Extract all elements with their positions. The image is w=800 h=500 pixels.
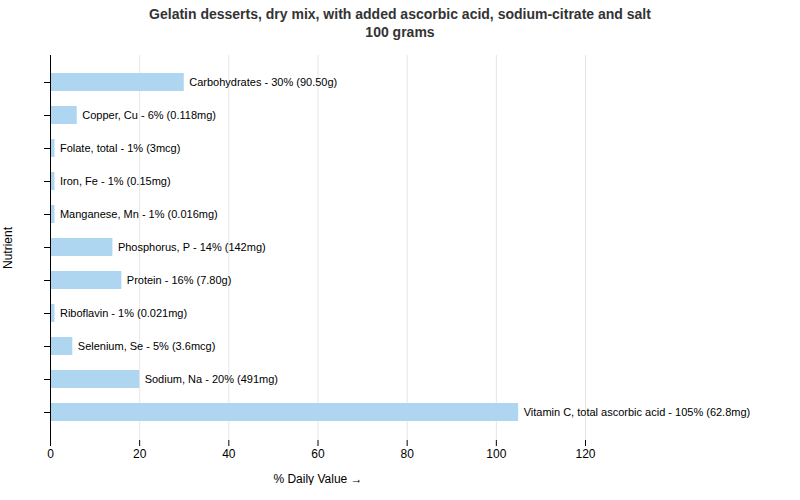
svg-text:Nutrient: Nutrient <box>1 226 15 269</box>
svg-text:40: 40 <box>222 447 236 461</box>
svg-text:Copper, Cu - 6% (0.118mg): Copper, Cu - 6% (0.118mg) <box>82 109 216 121</box>
svg-text:Vitamin C, total ascorbic acid: Vitamin C, total ascorbic acid - 105% (6… <box>524 406 751 418</box>
html-text:Gelatin desserts, dry mix, wit: Gelatin desserts, dry mix, with added as… <box>149 6 651 40</box>
svg-text:Manganese, Mn - 1% (0.016mg): Manganese, Mn - 1% (0.016mg) <box>60 208 218 220</box>
svg-text:Selenium, Se - 5% (3.6mcg): Selenium, Se - 5% (3.6mcg) <box>78 340 216 352</box>
svg-text:Riboflavin - 1% (0.021mg): Riboflavin - 1% (0.021mg) <box>60 307 187 319</box>
svg-text:Folate, total - 1% (3mcg): Folate, total - 1% (3mcg) <box>60 142 180 154</box>
svg-text:Iron, Fe - 1% (0.15mg): Iron, Fe - 1% (0.15mg) <box>60 175 171 187</box>
svg-text:Phosphorus, P - 14% (142mg): Phosphorus, P - 14% (142mg) <box>118 241 266 253</box>
svg-text:Protein - 16% (7.80g): Protein - 16% (7.80g) <box>127 274 232 286</box>
svg-text:60: 60 <box>311 447 325 461</box>
svg-text:80: 80 <box>400 447 414 461</box>
svg-text:120: 120 <box>575 447 595 461</box>
svg-text:100: 100 <box>486 447 506 461</box>
svg-text:0: 0 <box>47 447 54 461</box>
svg-text:% Daily Value →: % Daily Value → <box>273 472 362 486</box>
svg-text:20: 20 <box>133 447 147 461</box>
svg-text:Sodium, Na - 20% (491mg): Sodium, Na - 20% (491mg) <box>145 373 278 385</box>
svg-text:Carbohydrates - 30% (90.50g): Carbohydrates - 30% (90.50g) <box>189 76 337 88</box>
